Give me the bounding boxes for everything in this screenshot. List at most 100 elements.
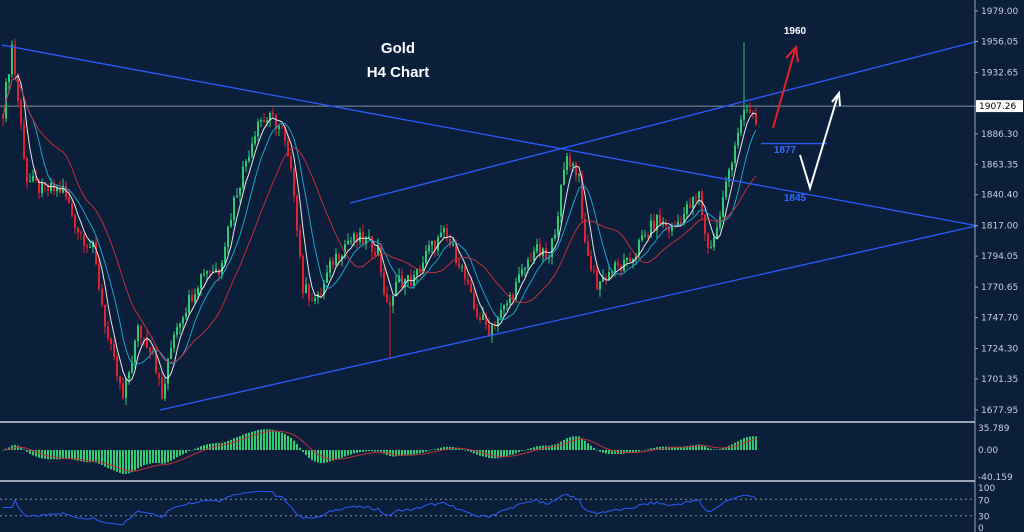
candle-body <box>335 253 337 265</box>
macd-bar <box>410 450 412 455</box>
macd-bar <box>422 450 424 453</box>
macd-tick-label: 0.00 <box>978 446 998 456</box>
candle-body <box>392 295 394 306</box>
candle-body <box>518 274 520 283</box>
candle-body <box>686 204 688 214</box>
macd-bar <box>347 450 349 456</box>
macd-bar <box>560 441 562 450</box>
macd-bar <box>155 450 157 464</box>
y-tick-label: 1886.30 <box>981 130 1018 140</box>
candle-body <box>131 362 133 373</box>
candle-body <box>629 257 631 262</box>
macd-bar <box>650 448 652 450</box>
macd-bar <box>470 450 472 453</box>
candle-body <box>521 269 523 275</box>
candle-body <box>176 327 178 335</box>
candle-body <box>17 74 19 101</box>
candle-body <box>23 124 25 159</box>
macd-bar <box>311 450 313 461</box>
macd-signal-line <box>2 430 757 472</box>
macd-bar <box>335 450 337 460</box>
macd-bar <box>704 446 706 450</box>
macd-bar <box>350 450 352 455</box>
macd-bar <box>95 450 97 463</box>
candle-body <box>68 196 70 204</box>
macd-bar <box>596 450 598 451</box>
candle-body <box>647 234 649 237</box>
macd-bar <box>524 449 526 451</box>
macd-bar <box>698 444 700 450</box>
y-tick-label: 1840.40 <box>981 191 1018 201</box>
candle-body <box>476 308 478 318</box>
macd-bar <box>272 429 274 450</box>
macd-bar <box>554 444 556 450</box>
candle-body <box>359 232 361 242</box>
macd-bar <box>23 449 25 450</box>
candle-body <box>512 294 514 300</box>
candle-body <box>278 126 280 129</box>
candle-body <box>437 237 439 251</box>
candle-body <box>749 109 751 113</box>
candle-body <box>236 195 238 198</box>
macd-bar <box>476 450 478 455</box>
macd-bar <box>275 430 277 450</box>
macd-bar <box>590 445 592 450</box>
candle-body <box>284 126 286 141</box>
candle-body <box>551 238 553 257</box>
candle-body <box>329 261 331 273</box>
candle-body <box>338 253 340 260</box>
candle-body <box>47 184 49 191</box>
macd-bar <box>338 450 340 459</box>
candle-body <box>365 237 367 244</box>
y-tick-label: 1956.05 <box>981 37 1018 47</box>
macd-bar <box>458 448 460 450</box>
macd-bar <box>614 450 616 454</box>
macd-bar <box>632 450 634 453</box>
macd-bar <box>257 430 259 450</box>
candle-body <box>509 294 511 304</box>
macd-bar <box>608 450 610 454</box>
macd-bar <box>260 429 262 450</box>
macd-bar <box>389 450 391 457</box>
candle-body <box>563 170 565 186</box>
candle-body <box>296 195 298 231</box>
candle-body <box>566 156 568 171</box>
candle-body <box>386 293 388 303</box>
candle-body <box>575 163 577 176</box>
macd-bar <box>83 450 85 462</box>
macd-bar <box>491 450 493 459</box>
macd-tick-label: -40.159 <box>978 473 1013 483</box>
candle-body <box>101 289 103 305</box>
candle-body <box>560 185 562 217</box>
candle-body <box>656 214 658 231</box>
macd-bar <box>107 450 109 469</box>
candle-body <box>371 236 373 253</box>
macd-bar <box>392 450 394 457</box>
macd-bar <box>26 450 28 452</box>
candle-body <box>233 197 235 220</box>
candle-body <box>605 276 607 281</box>
macd-bar <box>305 450 307 456</box>
macd-bar <box>179 450 181 456</box>
candle-body <box>449 238 451 246</box>
candle-body <box>167 358 169 384</box>
candle-body <box>281 126 283 128</box>
macd-bar <box>317 450 319 463</box>
macd-bar <box>230 439 232 450</box>
candle-body <box>221 263 223 275</box>
macd-bar <box>527 448 529 450</box>
macd-bar <box>641 450 643 451</box>
macd-bar <box>434 449 436 450</box>
macd-bar <box>668 446 670 450</box>
candle-body <box>581 174 583 219</box>
candle-body <box>536 244 538 252</box>
candle-body <box>311 300 313 302</box>
candle-body <box>554 234 556 239</box>
trendline <box>349 40 978 204</box>
candle-body <box>569 156 571 167</box>
candle-body <box>113 343 115 357</box>
candle-body <box>488 324 490 336</box>
macd-bar <box>461 449 463 450</box>
macd-bar <box>32 450 34 456</box>
macd-bar <box>374 450 376 452</box>
